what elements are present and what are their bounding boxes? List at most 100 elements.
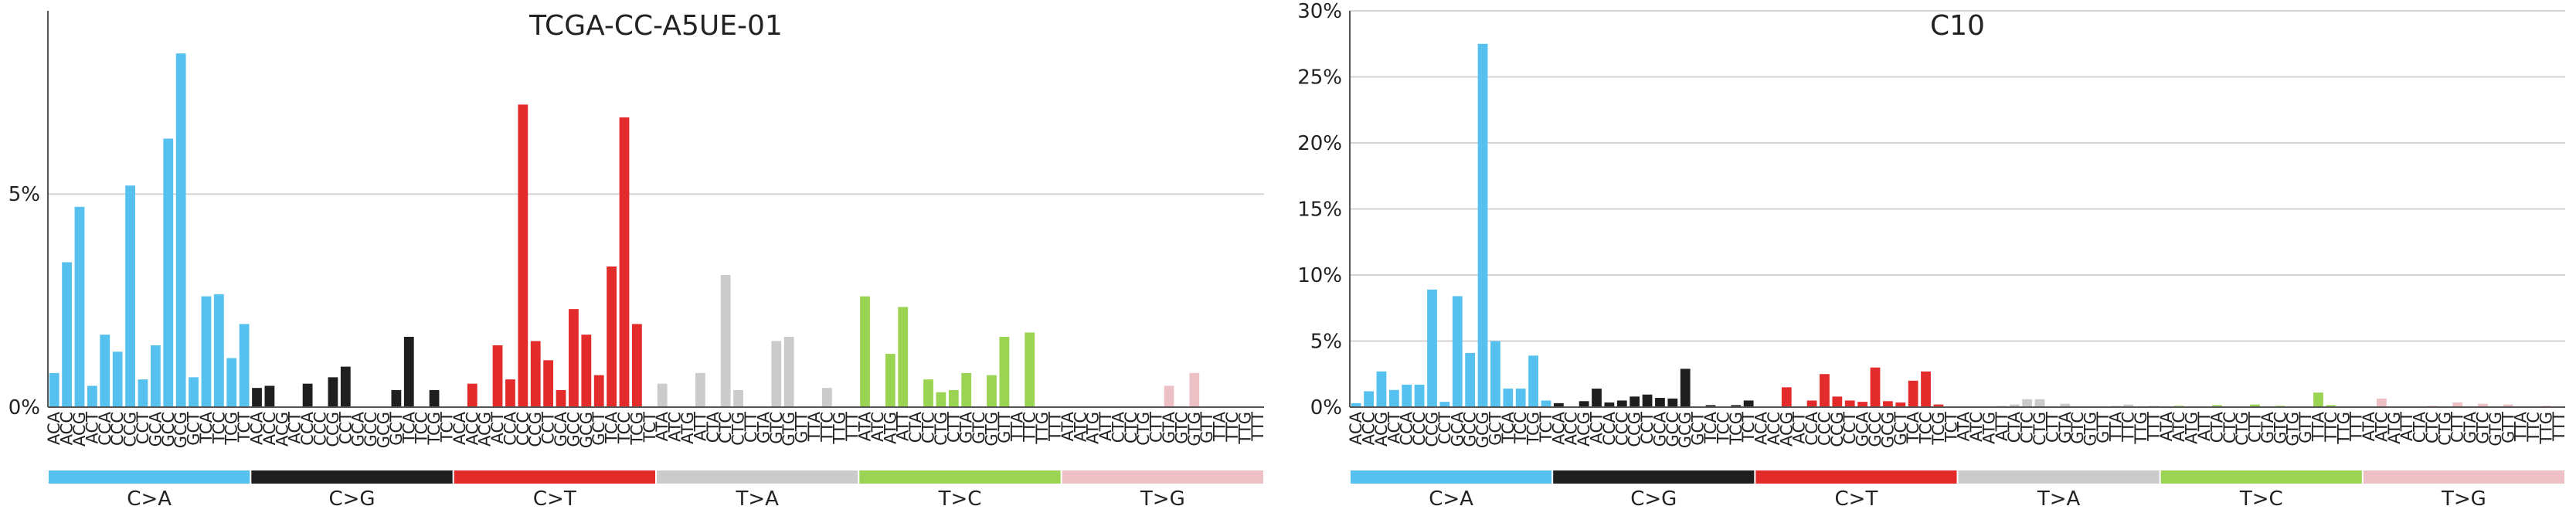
x-tick-label: CTT [944,412,963,443]
x-tick-label: GTA [2461,411,2479,443]
x-tick-label: TTT [2347,412,2366,442]
x-tick-label: CCG [1423,412,1442,447]
bar-ctot-tca [1908,380,1918,407]
x-tick-label: CTC [1122,412,1140,443]
bar-ctoa-tca [201,296,212,407]
bar-ctot-gcg [581,335,592,407]
x-tick-label: TCC [615,412,634,444]
bar-ttoa-cca [2009,404,2020,407]
x-tick-label: TCG [1929,412,1948,446]
x-tick-label: CCT [1840,412,1859,444]
category-strip-ctot [454,470,655,484]
x-tick-label: CTG [1134,412,1153,446]
x-tick-label: GCC [159,412,178,447]
x-tick-label: TCT [1942,412,1960,443]
x-tick-label: ATT [691,412,709,441]
x-tick-label: TTA [1008,411,1026,442]
x-tick-label: TCC [1511,412,1530,444]
x-tick-label: TCC [1714,412,1732,444]
bar-ttoc-gct [999,336,1010,407]
x-tick-label: TTG [831,412,849,445]
x-tick-label: GTT [2094,412,2112,443]
bar-ctog-gct [391,389,402,407]
x-tick-label: ACA [1752,411,1771,445]
bar-ttoc-act [898,307,909,407]
x-tick-label: GCC [362,412,380,447]
x-tick-label: TTT [843,412,861,442]
x-tick-label: TTT [2550,412,2568,442]
bar-ctog-ccc [1616,400,1627,407]
x-tick-label: CCT [336,412,355,444]
x-tick-label: ATC [2170,412,2188,442]
category-label-ttoc: T>C [2239,487,2283,511]
x-tick-label: GCT [1486,412,1504,446]
x-tick-label: CTA [2005,411,2024,443]
x-tick-label: GTT [793,412,811,443]
x-tick-label: TTA [2106,411,2125,442]
bar-ctoa-ccc [1414,384,1425,407]
bar-ctoa-act [87,385,97,407]
x-tick-label: TCT [1537,412,1555,443]
bar-ttoa-tcc [2123,404,2134,407]
x-tick-label: CCA [298,411,317,445]
bar-ttoa-tcc [821,388,832,407]
x-tick-label: GCC [564,412,583,447]
bar-ctot-gcc [1870,367,1881,407]
x-tick-label: TCC [1917,412,1935,444]
x-tick-label: TTC [2524,412,2543,443]
bar-ctog-ccg [328,377,338,407]
bar-ctog-gca [1655,398,1665,407]
x-tick-label: CTT [2449,412,2467,443]
bar-ctot-tcc [1921,371,1931,407]
x-tick-label: ATC [868,412,887,442]
bar-ttoa-gca [2060,403,2071,407]
x-tick-label: GTT [2499,412,2517,443]
bar-ctot-cca [1806,400,1817,407]
x-tick-label: ATT [2398,412,2416,441]
x-tick-label: TTG [2334,412,2353,445]
x-tick-label: CTA [2207,411,2226,443]
bar-ctoa-ccc [112,351,123,407]
category-label-ttog: T>G [1140,487,1185,511]
bar-ctoa-gcg [175,53,186,408]
x-tick-label: CTT [2246,412,2265,443]
x-tick-label: GCA [1650,411,1669,447]
x-tick-label: GCA [1854,411,1872,447]
bar-ctog-act [1592,389,1602,407]
x-tick-label: GCG [172,412,190,448]
bar-ctoa-gca [150,345,161,407]
x-tick-label: ACA [248,411,267,445]
x-tick-label: TCT [1739,412,1758,443]
x-tick-label: GCT [185,412,203,446]
category-strip-ttoc [2160,470,2362,484]
bar-ctog-aca [1553,402,1564,407]
x-tick-label: ATC [1071,412,1089,442]
bar-ttoc-gcg [987,375,997,407]
x-tick-label: GTC [1172,412,1191,444]
x-tick-label: CCT [1436,412,1454,444]
x-tick-label: GCT [1689,412,1708,446]
x-tick-label: ACG [273,412,291,447]
x-tick-label: ACG [1777,412,1796,447]
bar-ttoa-gcg [783,336,794,407]
bar-ctoa-acc [1364,391,1374,407]
x-tick-label: TTA [2309,411,2327,442]
bar-ctoa-acc [62,262,72,407]
x-tick-label: ACC [58,412,76,445]
x-tick-label: CCT [134,412,152,444]
bar-ctot-tca [607,266,617,407]
x-tick-label: TTA [805,411,824,442]
x-tick-label: CTA [906,411,925,443]
y-tick-label: 10% [1297,264,1342,287]
bar-ctoa-gct [189,377,199,407]
x-tick-label: ATT [894,412,912,441]
x-tick-label: CCC [1613,412,1631,446]
bar-ctot-gcc [569,309,579,407]
x-tick-label: CTC [716,412,735,443]
x-tick-label: GCG [577,412,596,448]
x-tick-label: CTG [2031,412,2049,446]
x-tick-label: TCG [425,412,443,446]
x-tick-label: ACG [1372,412,1391,447]
x-tick-label: GCA [146,411,165,447]
